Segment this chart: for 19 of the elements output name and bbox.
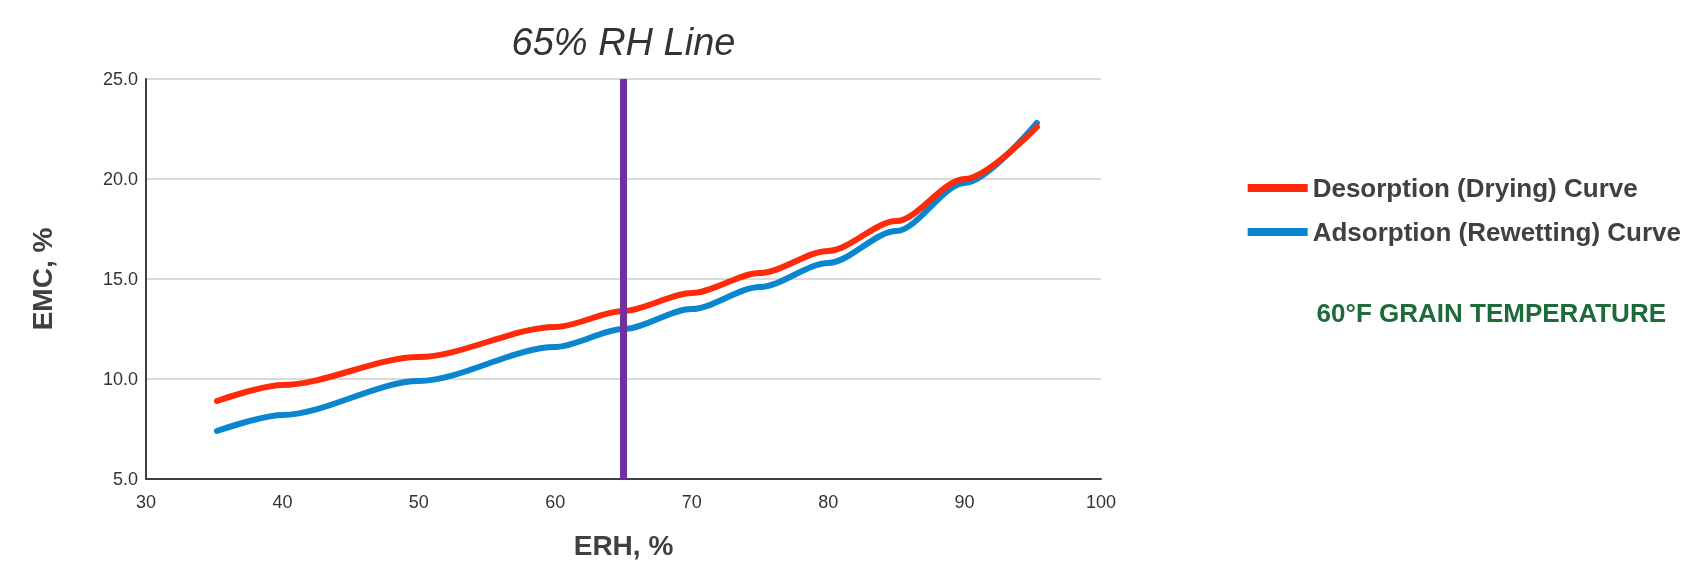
- y-axis-title: EMC, %: [26, 227, 58, 331]
- y-tick-label: 15.0: [102, 269, 138, 289]
- legend-label: Adsorption (Rewetting) Curve: [1312, 217, 1682, 247]
- x-tick-label: 80: [818, 492, 839, 512]
- x-tick-label: 50: [408, 492, 429, 512]
- y-tick-label: 5.0: [112, 469, 138, 489]
- x-axis-title: ERH, %: [573, 529, 674, 561]
- y-tick-label: 25.0: [102, 69, 138, 89]
- x-tick-label: 100: [1085, 492, 1117, 512]
- y-tick-label: 20.0: [102, 169, 138, 189]
- x-tick-label: 70: [681, 492, 702, 512]
- x-tick-label: 90: [954, 492, 975, 512]
- x-tick-label: 40: [272, 492, 293, 512]
- y-tick-label: 10.0: [102, 369, 138, 389]
- legend-label: Desorption (Drying) Curve: [1312, 173, 1638, 203]
- text: 60°F GRAIN TEMPERATURE: [1316, 298, 1666, 328]
- x-tick-label: 60: [545, 492, 566, 512]
- ref-line-label: 65% RH Line: [511, 21, 736, 63]
- x-tick-label: 30: [135, 492, 157, 512]
